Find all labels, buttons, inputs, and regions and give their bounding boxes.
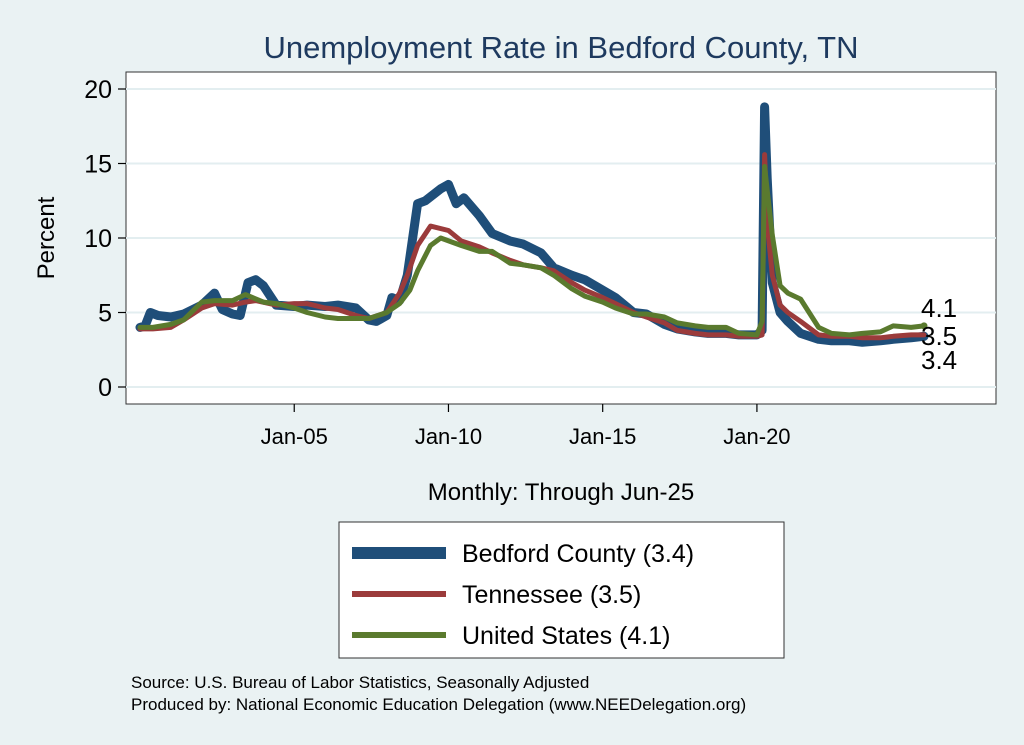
x-tick-label: Jan-05 [261, 424, 328, 449]
chart-title: Unemployment Rate in Bedford County, TN [263, 30, 858, 65]
x-tick-label: Jan-10 [415, 424, 482, 449]
y-tick-label: 5 [98, 300, 112, 328]
end-label-2: 4.1 [921, 293, 957, 323]
source-note: Source: U.S. Bureau of Labor Statistics,… [131, 673, 589, 692]
end-labels: 3.43.54.1 [921, 293, 957, 375]
y-tick-label: 15 [84, 151, 112, 179]
y-tick-label: 20 [84, 76, 112, 104]
y-tick-label: 10 [84, 225, 112, 253]
legend-label-2: United States (4.1) [462, 622, 670, 650]
y-tick-label: 0 [98, 374, 112, 402]
x-tick-label: Jan-20 [723, 424, 790, 449]
series-lines [135, 102, 929, 347]
gridlines [126, 88, 996, 388]
legend-label-1: Tennessee (3.5) [462, 581, 641, 609]
produced-by-note: Produced by: National Economic Education… [131, 695, 746, 714]
x-axis-label: Monthly: Through Jun-25 [428, 479, 694, 506]
end-label-1: 3.5 [921, 321, 957, 351]
legend: Bedford County (3.4) Tennessee (3.5) Unite… [352, 540, 694, 650]
legend-label-0: Bedford County (3.4) [462, 540, 694, 568]
x-axis-ticks: Jan-05 Jan-10 Jan-15 Jan-20 [261, 404, 791, 449]
x-tick-label: Jan-15 [569, 424, 636, 449]
y-axis-label: Percent [33, 196, 60, 279]
end-label-0: 3.4 [921, 345, 957, 375]
end-point-marker [920, 322, 928, 330]
y-axis-ticks: 0 5 10 15 20 [84, 76, 126, 402]
series-line-2 [137, 164, 927, 338]
